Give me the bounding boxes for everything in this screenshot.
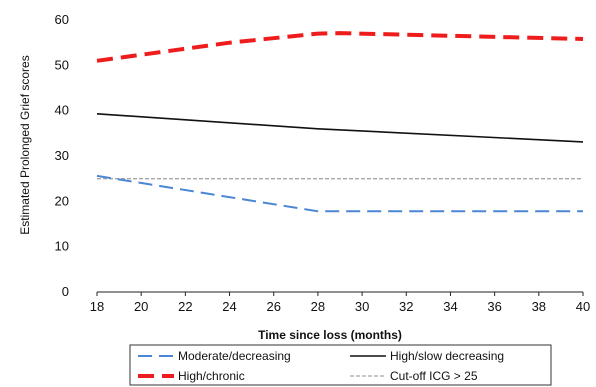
x-tick-label: 36 xyxy=(487,299,501,314)
y-tick-label: 20 xyxy=(55,193,69,208)
legend-label: Moderate/decreasing xyxy=(178,349,291,363)
x-tick-label: 30 xyxy=(355,299,369,314)
y-tick-label: 60 xyxy=(55,12,69,27)
x-tick-label: 26 xyxy=(266,299,280,314)
series-line-high-slow-decreasing xyxy=(96,113,584,143)
x-axis-title: Time since loss (months) xyxy=(258,328,402,342)
series-line-moderate-decreasing xyxy=(96,174,583,213)
y-tick-label: 0 xyxy=(62,284,69,299)
x-tick-label: 24 xyxy=(222,299,236,314)
x-tick-label: 22 xyxy=(178,299,192,314)
x-tick-label: 18 xyxy=(90,299,104,314)
y-tick-label: 50 xyxy=(55,57,69,72)
series-line-high-chronic xyxy=(96,31,584,63)
x-tick-label: 28 xyxy=(311,299,325,314)
x-tick-label: 20 xyxy=(134,299,148,314)
legend-label: Cut-off ICG > 25 xyxy=(390,369,478,383)
y-tick-label: 10 xyxy=(55,239,69,254)
legend: Moderate/decreasing High/slow decreasing H… xyxy=(129,344,552,386)
x-axis-ticks: 18 20 22 24 26 28 30 32 34 36 38 40 xyxy=(90,292,590,314)
y-tick-label: 40 xyxy=(55,103,69,118)
y-axis-ticks: 0 10 20 30 40 50 60 xyxy=(55,12,69,299)
x-tick-label: 38 xyxy=(532,299,546,314)
legend-box xyxy=(129,344,552,386)
x-tick-label: 40 xyxy=(576,299,590,314)
legend-label: High/chronic xyxy=(178,369,245,383)
x-tick-label: 32 xyxy=(399,299,413,314)
legend-label: High/slow decreasing xyxy=(390,349,504,363)
series-lines xyxy=(96,31,584,213)
y-tick-label: 30 xyxy=(55,148,69,163)
x-tick-label: 34 xyxy=(443,299,457,314)
y-axis-title: Estimated Prolonged Grief scores xyxy=(18,55,32,234)
